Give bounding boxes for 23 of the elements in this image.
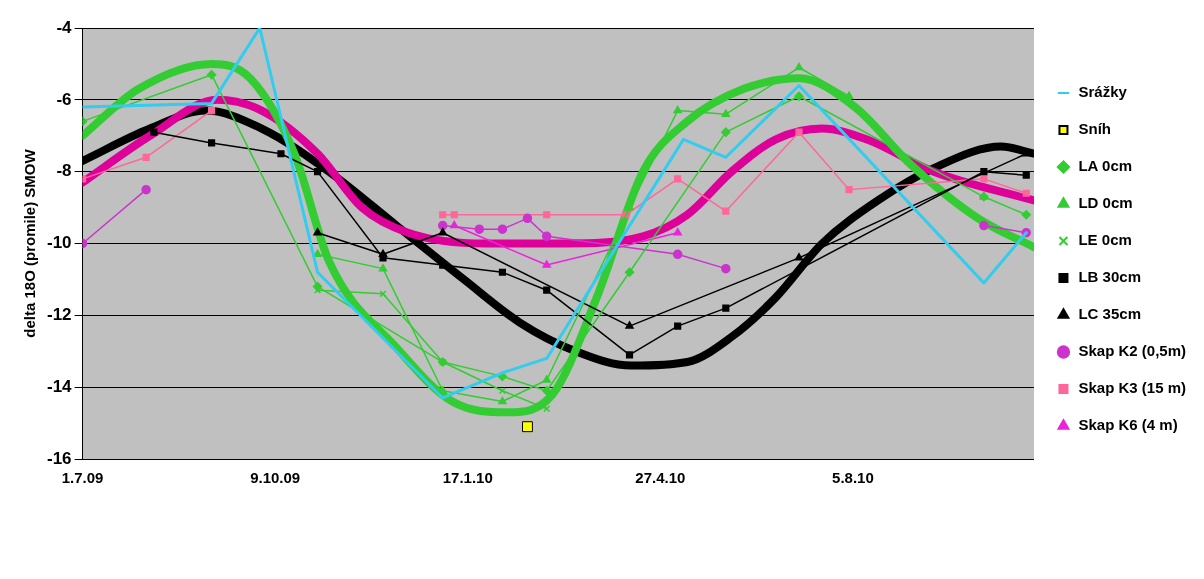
legend-label: Sníh: [1078, 120, 1111, 138]
legend-label: LA 0cm: [1078, 157, 1133, 175]
x-tick-label: 5.8.10: [832, 469, 874, 487]
legend-label: Skap K2 (0,5m): [1078, 342, 1187, 360]
x-tick-label: 17.1.10: [442, 469, 493, 487]
x-tick-label: 9.10.09: [250, 469, 301, 487]
x-tick-label: 1.7.09: [61, 469, 104, 487]
y-tick-label: -4: [56, 17, 73, 37]
legend-label: Skap K6 (4 m): [1078, 416, 1178, 434]
y-tick-label: -14: [46, 376, 73, 396]
legend-label: LD 0cm: [1078, 194, 1133, 212]
legend-label: LB 30cm: [1078, 268, 1141, 286]
legend-label: Srážky: [1078, 83, 1128, 101]
x-tick-label: 27.4.10: [635, 469, 686, 487]
y-tick-label: -16: [46, 448, 72, 468]
y-tick-label: -8: [56, 161, 72, 181]
y-tick-label: -12: [46, 305, 72, 325]
legend-label: Skap K3 (15 m): [1078, 379, 1187, 397]
y-tick-label: -10: [46, 233, 72, 253]
legend-label: LE 0cm: [1078, 231, 1132, 249]
y-tick-label: -6: [56, 89, 72, 109]
legend-label: LC 35cm: [1078, 305, 1141, 323]
y-axis-title: delta 18O (promile) SMOW: [21, 148, 39, 338]
